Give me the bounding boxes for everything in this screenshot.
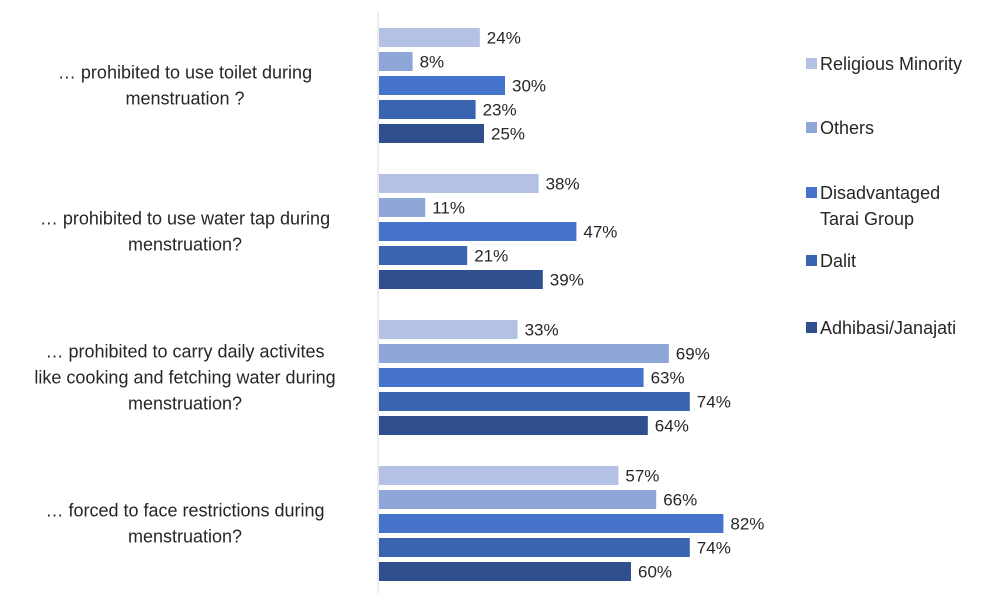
legend-swatch-0	[806, 58, 817, 69]
legend-label-2: Disadvantaged Tarai Group	[820, 183, 940, 229]
legend-swatch-4	[806, 322, 817, 333]
value-label-3-2: 82%	[730, 515, 764, 534]
category-labels: … prohibited to use toilet during menstru…	[34, 63, 335, 547]
value-label-0-4: 25%	[491, 125, 525, 144]
bar-0-4	[379, 124, 484, 143]
bar-3-2	[379, 514, 724, 533]
value-label-1-1: 11%	[432, 199, 465, 218]
value-label-2-1: 69%	[676, 345, 710, 364]
legend-swatch-2	[806, 187, 817, 198]
legend: Religious Minority Others Disadvantaged Tar…	[806, 54, 962, 338]
bars-group: 24% 8% 30% 23% 25% 38% 11% 47% 21% 39% 33% 69% 63% 74…	[379, 28, 764, 582]
value-label-3-0: 57%	[625, 467, 659, 486]
value-label-1-4: 39%	[550, 271, 584, 290]
value-label-3-1: 66%	[663, 491, 697, 510]
value-label-0-3: 23%	[483, 101, 517, 120]
bar-2-1	[379, 344, 669, 363]
bar-0-2	[379, 76, 505, 95]
value-label-2-0: 33%	[525, 321, 559, 340]
bar-1-1	[379, 198, 426, 217]
bar-1-2	[379, 222, 577, 241]
value-label-0-0: 24%	[487, 29, 521, 48]
category-label-2: … prohibited to carry daily activites lik…	[34, 342, 335, 414]
bar-3-3	[379, 538, 690, 557]
legend-swatch-3	[806, 255, 817, 266]
legend-swatch-1	[806, 122, 817, 133]
value-label-0-1: 8%	[420, 53, 445, 72]
value-label-2-4: 64%	[655, 417, 689, 436]
value-label-3-3: 74%	[697, 539, 731, 558]
bar-0-1	[379, 52, 413, 71]
value-label-1-2: 47%	[583, 223, 617, 242]
value-label-1-0: 38%	[546, 175, 580, 194]
bar-0-0	[379, 28, 480, 47]
bar-1-3	[379, 246, 468, 265]
value-label-2-2: 63%	[651, 369, 685, 388]
value-label-1-3: 21%	[474, 247, 508, 266]
bar-1-4	[379, 270, 543, 289]
bar-3-0	[379, 466, 619, 485]
bar-2-2	[379, 368, 644, 387]
bar-3-1	[379, 490, 657, 509]
category-label-3: … forced to face restrictions during mens…	[45, 501, 324, 547]
value-label-0-2: 30%	[512, 77, 546, 96]
bar-2-3	[379, 392, 690, 411]
category-label-0: … prohibited to use toilet during menstru…	[58, 63, 312, 109]
bar-2-0	[379, 320, 518, 339]
legend-label-1: Others	[820, 118, 874, 138]
bar-3-4	[379, 562, 631, 581]
legend-label-3: Dalit	[820, 251, 856, 271]
value-label-2-3: 74%	[697, 393, 731, 412]
legend-label-4: Adhibasi/Janajati	[820, 318, 956, 338]
value-label-3-4: 60%	[638, 563, 672, 582]
bar-2-4	[379, 416, 648, 435]
category-label-1: … prohibited to use water tap during mens…	[40, 209, 330, 255]
bar-1-0	[379, 174, 539, 193]
bar-0-3	[379, 100, 476, 119]
legend-label-0: Religious Minority	[820, 54, 962, 74]
